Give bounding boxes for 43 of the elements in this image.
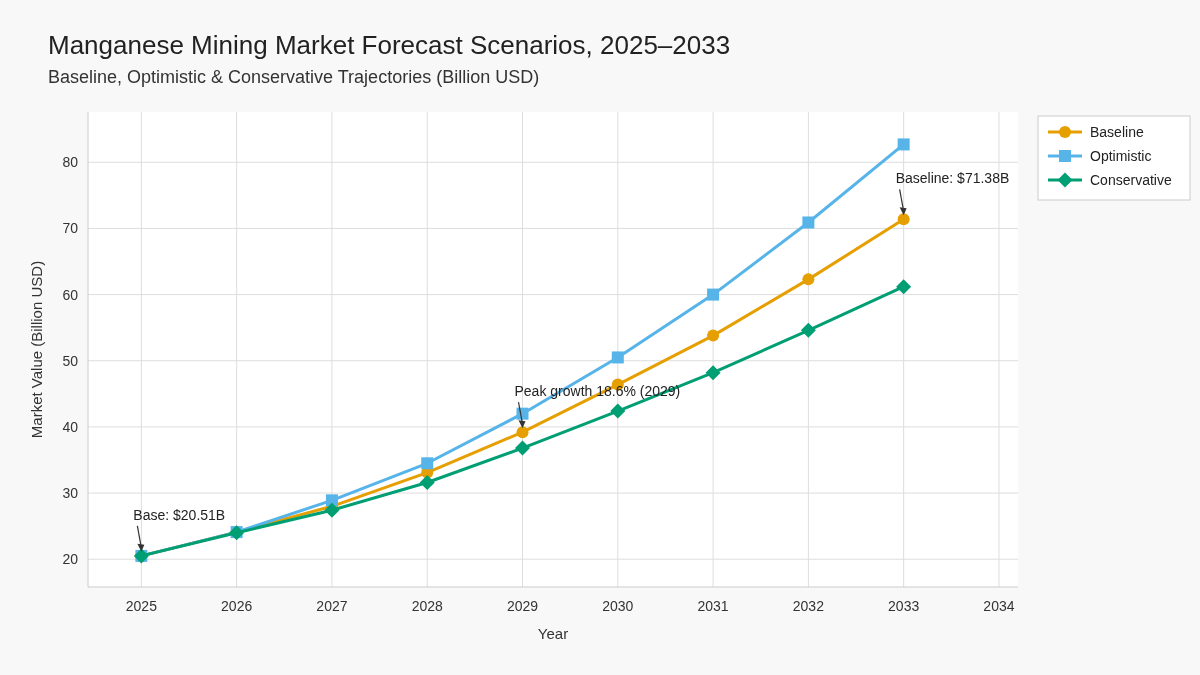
point [896,279,912,295]
x-tick-label: 2027 [316,598,348,614]
x-tick-label: 2032 [792,598,825,614]
x-tick-label: 2033 [888,598,920,614]
point [707,288,720,301]
y-tick-label: 80 [62,154,79,171]
point [515,440,531,456]
y-tick-label: 40 [62,418,79,435]
legend-label: Baseline [1090,124,1144,140]
y-tick-label: 20 [62,551,79,568]
annotation: Baseline: $71.38B [895,170,1010,187]
point [325,494,338,507]
x-tick-label: 2026 [221,598,253,614]
y-tick-label: 30 [62,485,79,502]
point [419,474,435,490]
point [705,365,721,381]
x-axis-title: Year [537,625,569,642]
point [802,216,815,229]
chart-title: Manganese Mining Market Forecast Scenarios, 2025–2033 [48,30,731,60]
x-tick-label: 2034 [983,598,1015,614]
y-tick-label: 50 [62,352,79,369]
legend-label: Conservative [1090,172,1172,188]
x-tick-label: 2030 [602,598,634,614]
x-tick-label: 2029 [506,598,539,614]
point [611,351,624,364]
y-axis-title: Market Value (Billion USD) [28,260,45,439]
legend-label: Optimistic [1090,148,1152,164]
point [421,457,434,470]
annotation: Base: $20.51B [133,506,226,523]
point [897,138,910,151]
chart-subtitle: Baseline, Optimistic & Conservative Trajectories (Billion USD) [48,67,540,87]
point [516,426,529,439]
x-tick-label: 2025 [125,598,158,614]
point [324,502,340,518]
point [897,213,910,226]
point [707,329,720,342]
point [800,322,816,338]
point [610,403,626,419]
x-tick-label: 2031 [697,598,729,614]
y-tick-label: 70 [62,220,79,237]
y-tick-label: 60 [62,286,79,303]
point [802,273,815,286]
x-tick-label: 2028 [411,598,443,614]
